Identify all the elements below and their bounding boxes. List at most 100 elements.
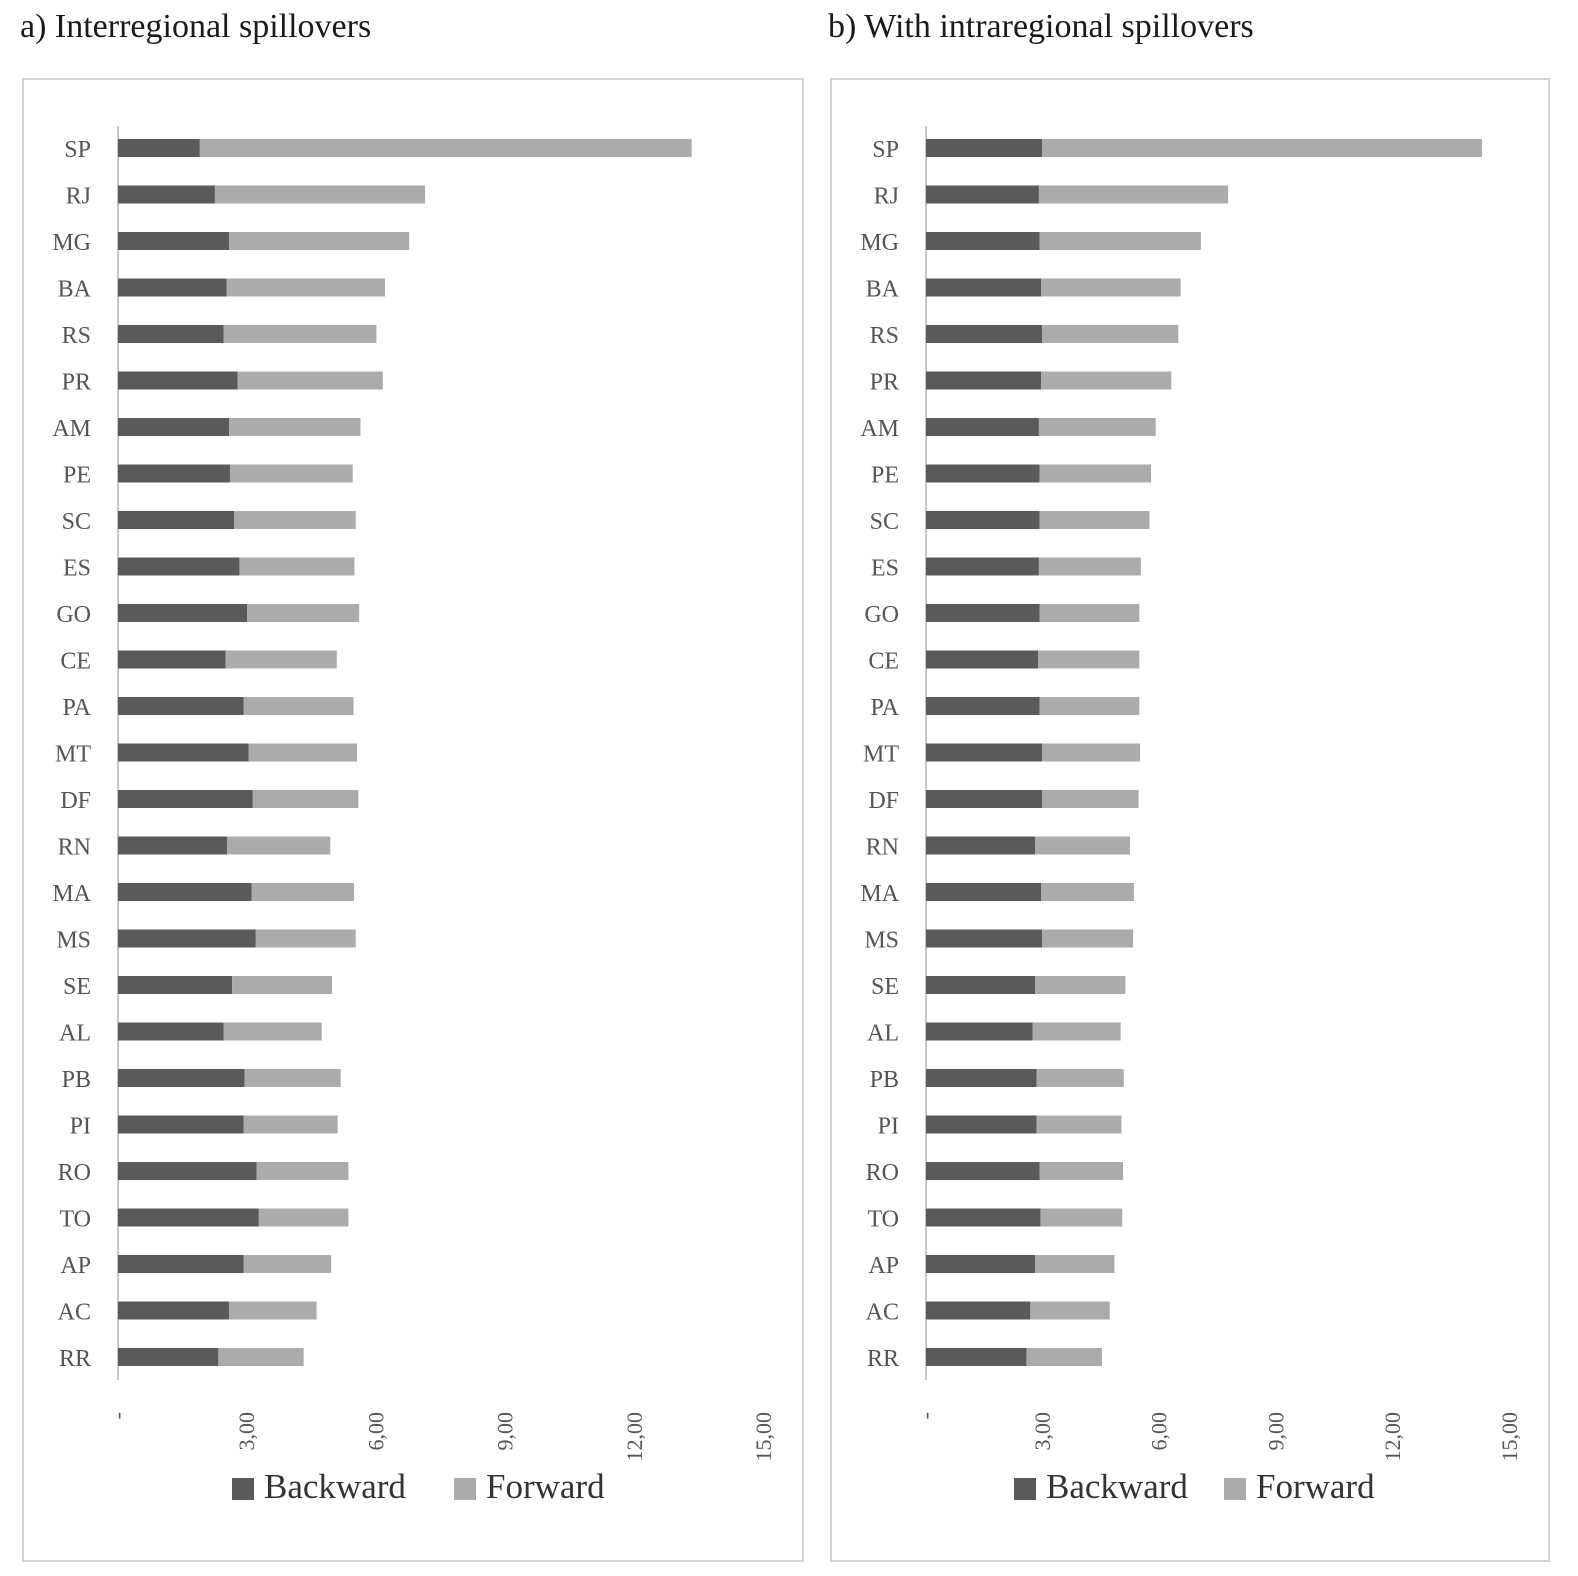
chart-a-bar-backward-rs bbox=[118, 325, 224, 343]
chart-b-bar-forward-ba bbox=[1041, 278, 1181, 297]
chart-a-x-tick-label: 3,00 bbox=[234, 1412, 259, 1451]
chart-b-bar-forward-rr bbox=[1026, 1348, 1102, 1366]
chart-b-bar-backward-pe bbox=[926, 464, 1040, 483]
chart-a-category-label: PA bbox=[63, 695, 92, 721]
chart-a-bar-backward-pr bbox=[118, 371, 238, 390]
chart-b-bar-backward-ap bbox=[926, 1255, 1036, 1273]
chart-b-bar-forward-mg bbox=[1039, 232, 1201, 250]
chart-b-bar-backward-se bbox=[926, 976, 1036, 994]
chart-b-bar-forward-to bbox=[1040, 1208, 1123, 1227]
chart-b-bar-backward-ac bbox=[926, 1301, 1031, 1320]
chart-b-category-label: PI bbox=[878, 1114, 899, 1140]
chart-b-category-label: MT bbox=[863, 742, 899, 768]
chart-a-category-label: PE bbox=[63, 463, 91, 489]
chart-a-bar-forward-go bbox=[247, 604, 360, 622]
chart-b-bar-forward-pr bbox=[1041, 371, 1172, 390]
chart-b-bar-backward-pa bbox=[926, 697, 1040, 715]
chart-b-bar-backward-sc bbox=[926, 511, 1040, 529]
chart-a-bar-backward-ap bbox=[118, 1255, 244, 1273]
chart-a-category-label: AC bbox=[58, 1300, 91, 1326]
chart-a-bar-forward-es bbox=[239, 557, 355, 576]
chart-a-bar-backward-ro bbox=[118, 1162, 257, 1180]
chart-a-bar-forward-sp bbox=[199, 139, 692, 157]
chart-a-bar-forward-rs bbox=[223, 325, 377, 343]
chart-a-category-label: SE bbox=[63, 974, 91, 1000]
chart-b-bar-backward-rn bbox=[926, 836, 1036, 855]
chart-a-bar-backward-pe bbox=[118, 464, 230, 483]
chart-a-svg: SP RJ MG BA RS PR AM PE SC ES GO CE PA MT DF RN MA MS SE AL… bbox=[52, 126, 776, 1506]
chart-b-bar-forward-am bbox=[1038, 418, 1156, 436]
chart-a-bar-forward-al bbox=[223, 1022, 322, 1041]
chart-a-category-label: CE bbox=[60, 649, 91, 675]
chart-b-legend-swatch-forward bbox=[1224, 1478, 1246, 1500]
chart-b-category-label: TO bbox=[867, 1207, 899, 1233]
chart-a-x-tick-label: 15,00 bbox=[751, 1412, 776, 1462]
chart-a-bar-backward-es bbox=[118, 557, 240, 576]
chart-a-bar-backward-ac bbox=[118, 1301, 230, 1320]
chart-a-category-label: RR bbox=[59, 1346, 91, 1372]
chart-a-bar-forward-pr bbox=[237, 371, 383, 390]
chart-b-legend-label-forward: Forward bbox=[1256, 1467, 1375, 1506]
chart-a-category-label: MA bbox=[52, 881, 91, 907]
chart-a-bar-forward-pi bbox=[243, 1115, 338, 1134]
chart-b-bar-backward-mt bbox=[926, 743, 1043, 762]
chart-b-bar-forward-ms bbox=[1042, 929, 1134, 948]
chart-b-category-label: SC bbox=[870, 509, 899, 535]
chart-a-bar-backward-pb bbox=[118, 1069, 245, 1087]
chart-b-category-label: MS bbox=[864, 928, 899, 954]
chart-b-bar-backward-al bbox=[926, 1022, 1033, 1041]
chart-a-category-label: MS bbox=[56, 928, 91, 954]
chart-a-bar-backward-to bbox=[118, 1208, 259, 1227]
chart-b-category-label: AP bbox=[868, 1253, 899, 1279]
chart-a-bar-forward-ro bbox=[256, 1162, 349, 1180]
chart-b-bar-forward-df bbox=[1042, 790, 1139, 808]
panel-b-title: b) With intraregional spillovers bbox=[828, 8, 1254, 45]
chart-b-bar-forward-pa bbox=[1039, 697, 1140, 715]
chart-a-bar-backward-ms bbox=[118, 929, 256, 948]
chart-a-category-label: AP bbox=[60, 1253, 91, 1279]
chart-b-x-tick-label: 6,00 bbox=[1147, 1412, 1172, 1451]
chart-a-category-label: SP bbox=[64, 137, 91, 163]
chart-panel-a: SP RJ MG BA RS PR AM PE SC ES GO CE PA MT DF RN MA MS SE AL… bbox=[22, 78, 804, 1562]
chart-b-bar-forward-pb bbox=[1036, 1069, 1124, 1087]
chart-b-bar-backward-ma bbox=[926, 883, 1042, 901]
chart-b-bar-backward-pi bbox=[926, 1115, 1037, 1134]
chart-b-bar-forward-ac bbox=[1030, 1301, 1110, 1320]
chart-b-category-label: RJ bbox=[874, 184, 899, 210]
chart-b-bar-backward-to bbox=[926, 1208, 1041, 1227]
chart-b-legend-swatch-backward bbox=[1014, 1478, 1036, 1500]
chart-b-bar-backward-ce bbox=[926, 650, 1039, 669]
chart-a-x-tick-label: 6,00 bbox=[363, 1412, 388, 1451]
chart-b-bar-forward-go bbox=[1039, 604, 1140, 622]
chart-a-bar-forward-pe bbox=[229, 464, 353, 483]
chart-a-category-label: SC bbox=[62, 509, 91, 535]
chart-a-bar-backward-ma bbox=[118, 883, 252, 901]
chart-b-category-label: RO bbox=[866, 1160, 899, 1186]
chart-a-bar-forward-df bbox=[252, 790, 359, 808]
chart-a-category-label: AM bbox=[52, 416, 91, 442]
chart-a-bar-forward-am bbox=[229, 418, 361, 436]
chart-b-category-label: DF bbox=[868, 788, 899, 814]
chart-b-bar-backward-rr bbox=[926, 1348, 1027, 1366]
chart-a-bar-forward-rn bbox=[226, 836, 331, 855]
chart-a-bar-forward-ap bbox=[243, 1255, 332, 1273]
chart-b-category-label: PE bbox=[871, 463, 899, 489]
chart-b-x-tick-label: 15,00 bbox=[1497, 1412, 1522, 1462]
chart-a-bar-forward-rj bbox=[214, 185, 426, 204]
chart-a-bar-forward-to bbox=[258, 1208, 349, 1227]
chart-b-category-label: MA bbox=[860, 881, 899, 907]
chart-a-bar-forward-rr bbox=[218, 1348, 304, 1366]
chart-a-bar-backward-sp bbox=[118, 139, 200, 157]
chart-b-bar-forward-ro bbox=[1039, 1162, 1124, 1180]
chart-a-category-label: RO bbox=[58, 1160, 91, 1186]
chart-a-category-label: PI bbox=[70, 1114, 91, 1140]
chart-b-bar-backward-pb bbox=[926, 1069, 1037, 1087]
chart-a-x-tick-label: 9,00 bbox=[493, 1412, 518, 1451]
chart-b-category-label: RN bbox=[866, 835, 899, 861]
chart-a-bar-forward-mg bbox=[229, 232, 410, 250]
chart-a-bar-backward-se bbox=[118, 976, 233, 994]
chart-a-bar-forward-mt bbox=[248, 743, 358, 762]
chart-b-svg: SP RJ MG BA RS PR AM PE SC ES GO CE PA MT DF RN MA MS SE AL… bbox=[860, 126, 1522, 1506]
chart-a-bar-backward-go bbox=[118, 604, 248, 622]
chart-a-bar-forward-se bbox=[232, 976, 333, 994]
